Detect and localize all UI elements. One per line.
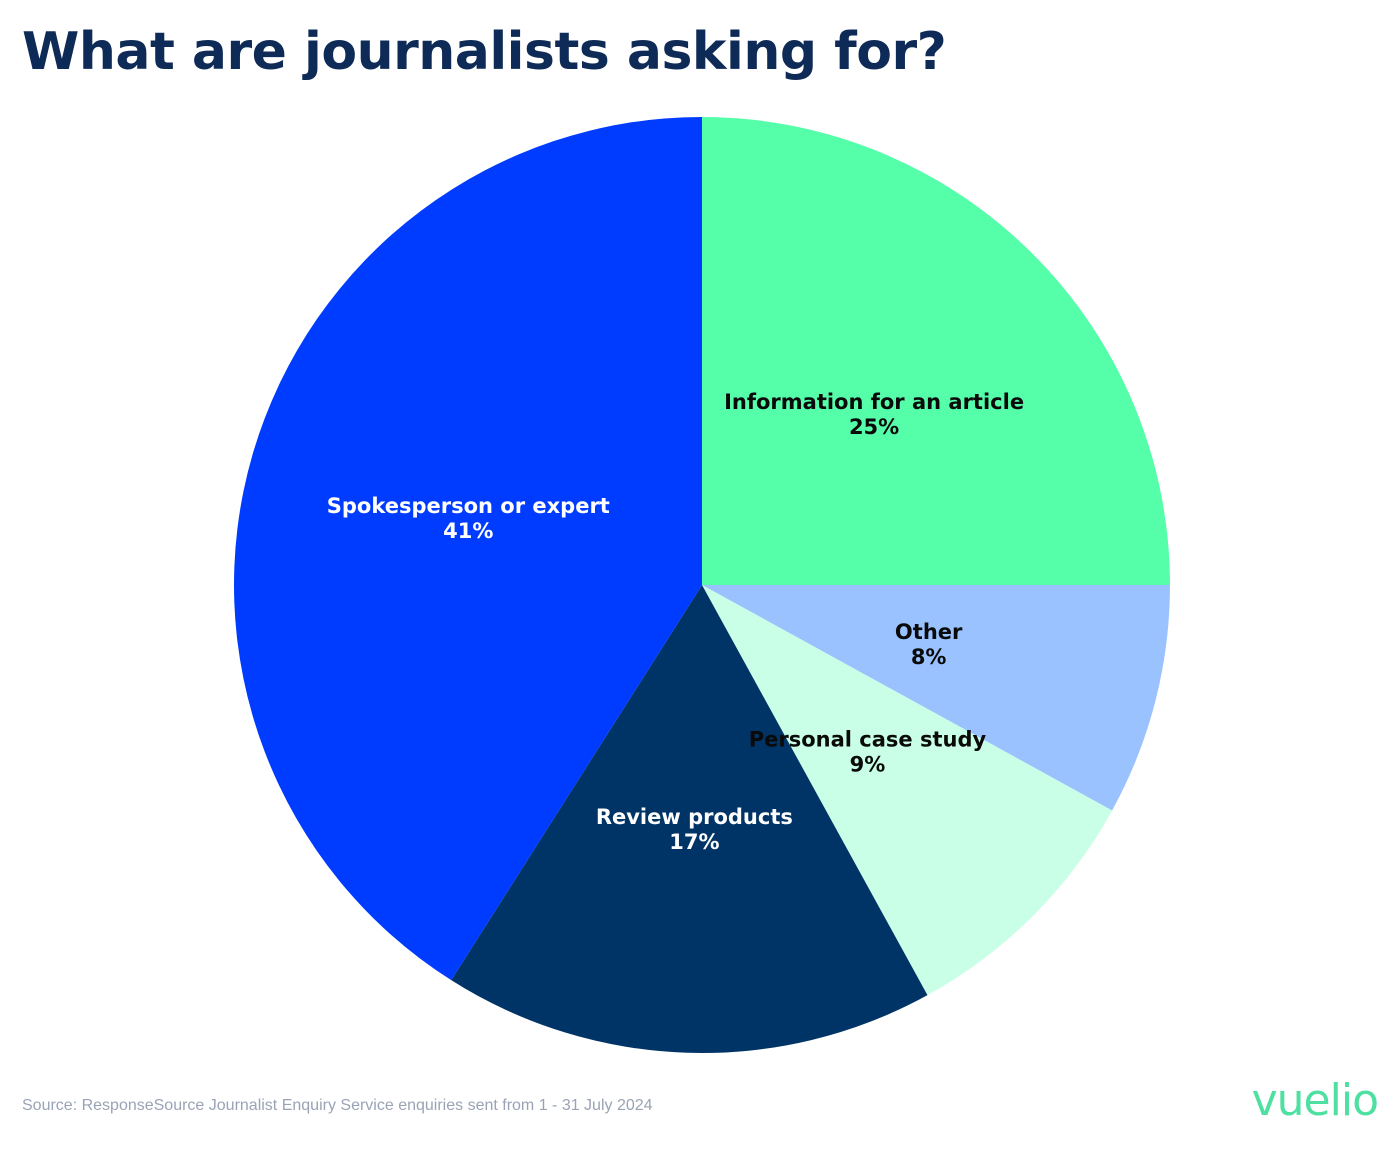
vuelio-logo: vuelio [1251, 1075, 1379, 1126]
pie-slice-other [702, 585, 1170, 811]
pie-labels: Information for an article 25% Other 8% Pers… [327, 390, 1024, 854]
slice-label-name: Other [895, 620, 963, 644]
source-note: Source: ResponseSource Journalist Enquir… [22, 1097, 653, 1114]
slice-label-value: 41% [443, 519, 493, 543]
pie-slice-spokesperson-or-expert [234, 117, 702, 981]
pie-slices [234, 117, 1170, 1053]
slice-label-personal-case-study: Personal case study 9% [749, 727, 987, 776]
slice-label-spokesperson-or-expert: Spokesperson or expert 41% [327, 494, 610, 543]
slice-label-value: 8% [911, 645, 947, 669]
slice-label-value: 17% [669, 830, 719, 854]
slice-label-review-products: Review products 17% [596, 805, 793, 854]
slice-label-value: 9% [850, 752, 886, 776]
pie-slice-information-for-an-article [702, 117, 1170, 585]
slice-label-name: Information for an article [724, 390, 1024, 414]
slice-label-name: Personal case study [749, 727, 987, 751]
slice-label-information-for-an-article: Information for an article 25% [724, 390, 1024, 439]
pie-slice-personal-case-study [702, 585, 1113, 996]
chart-title: What are journalists asking for? [22, 22, 947, 82]
slice-label-name: Spokesperson or expert [327, 494, 610, 518]
slice-label-value: 25% [849, 415, 899, 439]
slice-label-name: Review products [596, 805, 793, 829]
slice-label-other: Other 8% [895, 620, 963, 669]
pie-slice-review-products [451, 585, 928, 1053]
